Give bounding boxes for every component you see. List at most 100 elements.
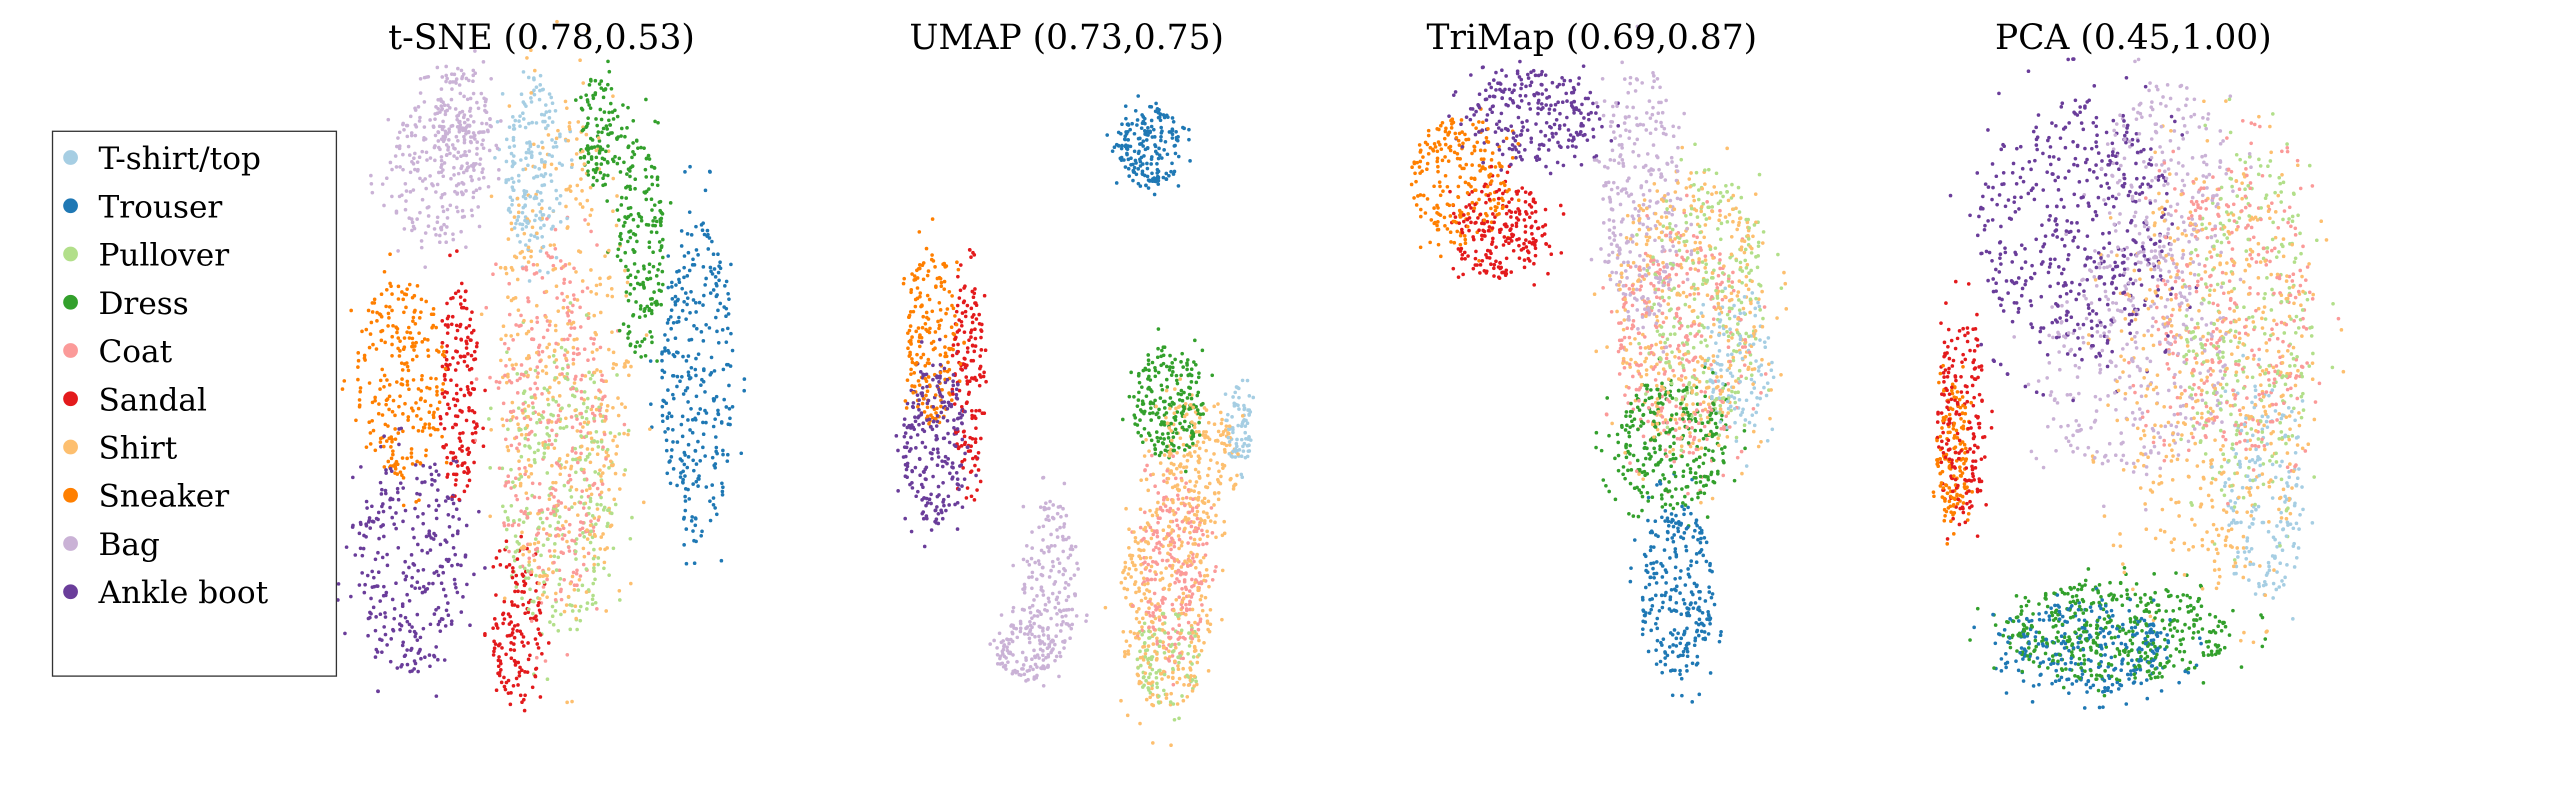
point-bag [396, 136, 400, 140]
point-ankle-boot [409, 553, 414, 557]
point-ankle-boot [384, 468, 388, 472]
point-sandal [960, 311, 965, 315]
point-shirt [1208, 519, 1213, 523]
point-shirt [1192, 489, 1196, 493]
point-trouser [720, 489, 725, 494]
point-shirt [565, 453, 570, 458]
point-ankle-boot [441, 587, 446, 592]
point-trouser [686, 370, 691, 374]
point-sandal [494, 688, 499, 693]
point-shirt [578, 58, 582, 63]
point-dress [647, 245, 652, 250]
point-shirt [616, 413, 621, 418]
point-shirt [1166, 524, 1171, 529]
point-sneaker [926, 269, 931, 273]
point-shirt [545, 345, 549, 350]
point-sandal [964, 496, 969, 500]
point-dress [642, 337, 647, 341]
point-coat [575, 568, 579, 573]
point-coat [1177, 526, 1182, 531]
point-bag [469, 208, 474, 213]
point-shirt [1204, 408, 1209, 412]
point-shirt [546, 567, 551, 571]
point-t-shirt-top [518, 240, 522, 244]
point-coat [600, 373, 604, 378]
point-sneaker [419, 297, 424, 302]
point-t-shirt-top [530, 120, 534, 125]
point-bag [464, 189, 468, 193]
point-dress [1165, 444, 1169, 449]
point-ankle-boot [415, 612, 420, 617]
point-bag [435, 220, 440, 224]
point-coat [1189, 524, 1194, 529]
point-dress [1185, 367, 1189, 372]
point-trouser [708, 518, 713, 523]
point-pullover [524, 506, 529, 511]
point-bag [413, 133, 418, 138]
point-trouser [723, 284, 727, 288]
point-bag [1035, 594, 1039, 598]
point-shirt [1147, 606, 1151, 610]
point-bag [1050, 559, 1055, 564]
point-t-shirt-top [550, 138, 554, 142]
point-coat [596, 518, 601, 522]
point-ankle-boot [917, 422, 921, 427]
point-shirt [1193, 620, 1197, 625]
point-bag [1029, 556, 1034, 561]
point-pullover [563, 348, 568, 352]
point-coat [541, 585, 546, 589]
point-coat [572, 326, 577, 330]
point-dress [644, 197, 649, 202]
point-trouser [692, 468, 696, 473]
point-shirt [1205, 485, 1210, 490]
point-dress [1129, 370, 1133, 375]
point-sneaker [930, 253, 934, 257]
point-ankle-boot [920, 427, 925, 432]
point-sandal [458, 408, 462, 413]
point-bag [426, 224, 431, 228]
point-sneaker [909, 372, 913, 376]
point-sandal [510, 575, 515, 580]
point-shirt [504, 333, 508, 338]
point-trouser [724, 314, 728, 319]
point-trouser [728, 416, 732, 421]
point-coat [504, 481, 509, 485]
point-bag [435, 182, 440, 187]
point-pullover [1187, 644, 1192, 648]
point-shirt [572, 501, 577, 506]
point-ankle-boot [413, 506, 417, 511]
point-trouser [1136, 94, 1141, 98]
point-ankle-boot [378, 480, 383, 485]
point-trouser [1126, 122, 1130, 126]
point-sneaker [415, 354, 419, 359]
point-t-shirt-top [518, 124, 522, 128]
point-dress [586, 116, 590, 120]
point-coat [546, 420, 551, 425]
point-sandal [971, 295, 976, 299]
point-sandal [973, 327, 977, 331]
point-bag [1063, 586, 1067, 590]
point-bag [444, 64, 448, 69]
point-bag [434, 105, 438, 109]
point-shirt [1122, 650, 1127, 654]
point-bag [1047, 599, 1051, 604]
point-bag [432, 145, 437, 150]
point-sneaker [357, 405, 362, 409]
point-coat [503, 437, 508, 442]
point-sneaker [941, 262, 945, 267]
point-coat [586, 358, 590, 363]
point-coat [1151, 610, 1155, 615]
point-sandal [518, 665, 522, 670]
point-ankle-boot [349, 594, 353, 599]
point-trouser [742, 388, 747, 393]
point-t-shirt-top [560, 163, 565, 167]
point-dress [630, 164, 635, 168]
point-bag [435, 215, 440, 220]
point-trouser [665, 321, 670, 325]
point-ankle-boot [950, 475, 955, 480]
point-trouser [696, 352, 701, 356]
point-coat [527, 556, 532, 561]
point-ankle-boot [384, 593, 388, 598]
point-sneaker [356, 358, 361, 363]
point-pullover [515, 372, 520, 376]
